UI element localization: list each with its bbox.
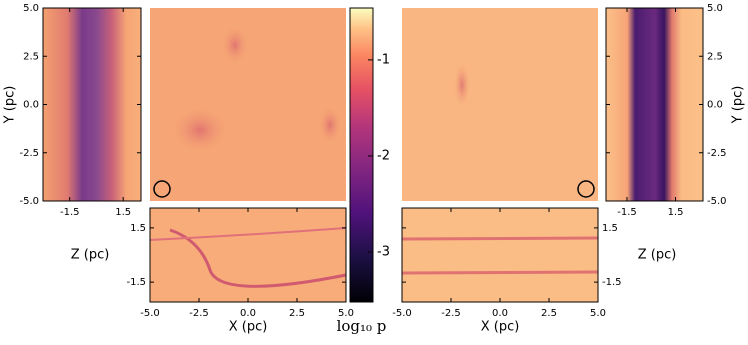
x-tick-label: -2.5 (189, 308, 209, 319)
x-tick-label: 2.5 (289, 308, 305, 319)
y-axis-label: Y (pc) (731, 86, 746, 125)
image-feature (318, 105, 342, 145)
image-feature (401, 236, 599, 241)
x-axis-label: log₁₀ p (337, 317, 387, 335)
x-axis-label: X (pc) (229, 320, 268, 335)
y-tick-label: -2.5 (707, 148, 727, 159)
y-axis-label: Z (pc) (71, 248, 110, 263)
y-tick-label: 2.5 (707, 51, 723, 62)
y-tick-label: 5.0 (707, 3, 723, 14)
x-tick-label: 1.5 (115, 207, 131, 218)
y-tick-label: 5.0 (23, 3, 39, 14)
x-tick-label: 2.5 (541, 308, 557, 319)
x-tick-label: 5.0 (338, 308, 354, 319)
y-tick-label: -5.0 (19, 196, 39, 207)
image-feature (149, 227, 347, 241)
x-tick-label: -5.0 (140, 308, 160, 319)
y-tick-label: 2.5 (23, 51, 39, 62)
y-tick-label: -5.0 (707, 196, 727, 207)
image-panel (402, 208, 598, 302)
x-tick-label: 1.5 (668, 207, 684, 218)
y-tick-label: -1.5 (602, 277, 622, 288)
x-tick-label: -2.5 (441, 308, 461, 319)
image-panel (402, 8, 598, 201)
y-tick-label: 0.0 (23, 100, 39, 111)
panel-frame (349, 7, 374, 303)
y-axis-label: Y (pc) (3, 86, 18, 125)
image-panel (43, 8, 141, 201)
image-panel (150, 208, 346, 302)
y-axis-label: Z (pc) (638, 248, 677, 263)
image-feature (221, 25, 249, 65)
y-tick-label: -2.5 (19, 148, 39, 159)
beam-circle (577, 180, 595, 198)
image-panel (606, 8, 703, 201)
y-tick-label: -2 (377, 148, 390, 163)
image-feature (454, 63, 470, 107)
x-tick-label: -5.0 (392, 308, 412, 319)
x-tick-label: 5.0 (590, 308, 606, 319)
axes: -1.5 1.5 -5.0 -2.5 0.0 2.5 5.0 Y (pc) -5.0 -2.5 0.… (3, 3, 746, 335)
colorbar (350, 8, 373, 302)
y-tick-label: -3 (377, 245, 390, 260)
y-tick-label: 1.5 (130, 223, 146, 234)
x-tick-label: 0.0 (240, 308, 256, 319)
beam-circle (153, 180, 171, 198)
image-feature (169, 228, 347, 288)
x-tick-label: 0.0 (492, 308, 508, 319)
y-tick-label: 1.5 (602, 223, 618, 234)
x-tick-label: -1.5 (60, 207, 80, 218)
image-feature (170, 105, 230, 155)
y-tick-label: 0.0 (707, 100, 723, 111)
x-tick-label: -1.5 (617, 207, 637, 218)
image-feature (401, 270, 599, 275)
y-tick-label: -1.5 (126, 277, 146, 288)
x-axis-label: X (pc) (481, 320, 520, 335)
image-panel (150, 8, 346, 201)
y-tick-label: -1 (377, 52, 390, 67)
